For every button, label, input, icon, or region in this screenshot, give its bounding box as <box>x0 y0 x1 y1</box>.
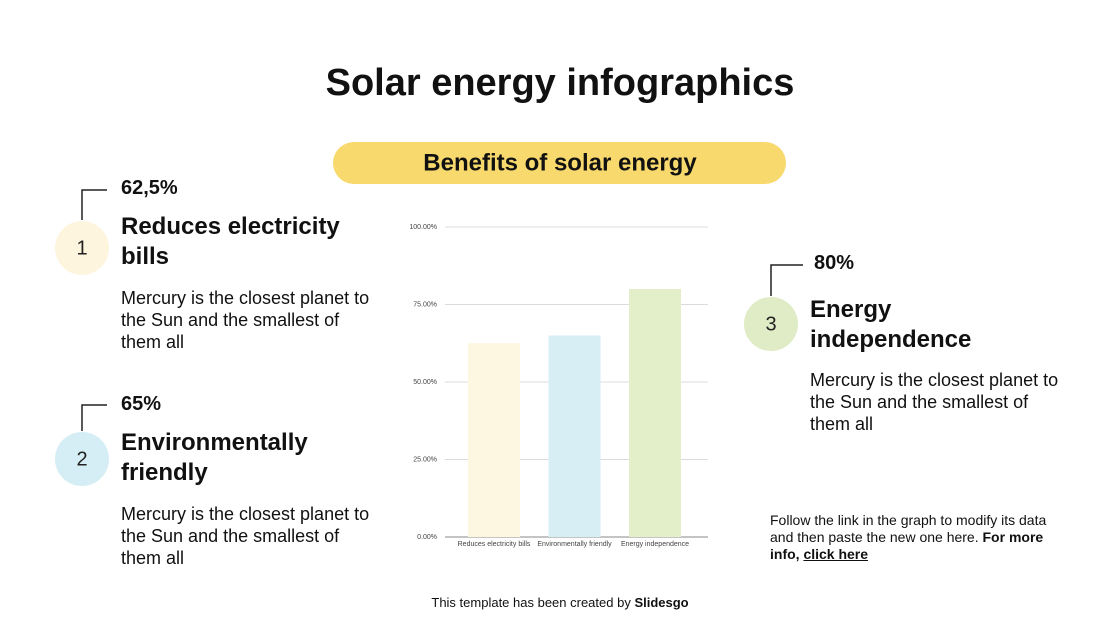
x-tick-label: Environmentally friendly <box>537 541 612 548</box>
percent: 62,5% <box>121 177 178 199</box>
heading: Reduces electricity bills <box>121 213 340 270</box>
percent: 65% <box>121 393 162 415</box>
y-tick-label: 75.00% <box>413 301 437 308</box>
note-text: Follow the link in the graph to modify i… <box>770 512 1047 545</box>
footer: This template has been created by Slides… <box>0 595 1120 610</box>
banner: Benefits of solar energy <box>423 149 697 176</box>
note-bold: For more info, <box>770 529 1044 562</box>
y-tick-label: 50.00% <box>413 379 437 386</box>
title: Solar energy infographics <box>325 62 795 104</box>
connector <box>81 404 107 431</box>
note: Follow the link in the graph to modify i… <box>770 512 1050 563</box>
number: 3 <box>765 313 776 335</box>
number-circle <box>744 297 798 351</box>
number-circle <box>55 221 109 275</box>
y-tick-label: 0.00% <box>417 534 437 541</box>
brand: Slidesgo <box>634 595 689 610</box>
number: 2 <box>76 448 87 470</box>
footer-text: This template has been created by <box>431 595 635 610</box>
y-tick-label: 25.00% <box>413 456 437 463</box>
description: Mercury is the closest planet to the Sun… <box>810 370 1059 434</box>
description: Mercury is the closest planet to the Sun… <box>121 288 370 352</box>
banner-bg <box>333 142 786 184</box>
heading: Energy independence <box>810 296 972 353</box>
x-tick-label: Energy independence <box>621 541 689 548</box>
connector <box>770 264 803 296</box>
bar <box>548 335 601 537</box>
description: Mercury is the closest planet to the Sun… <box>121 504 370 568</box>
bar <box>468 343 520 537</box>
heading: Environmentally friendly <box>121 429 308 486</box>
percent: 80% <box>814 252 855 274</box>
bar <box>629 289 681 537</box>
y-tick-label: 100.00% <box>409 224 437 231</box>
number: 1 <box>76 237 87 259</box>
link[interactable]: click here <box>803 546 869 562</box>
x-tick-label: Reduces electricity bills <box>458 541 531 548</box>
connector <box>81 189 107 220</box>
number-circle <box>55 432 109 486</box>
